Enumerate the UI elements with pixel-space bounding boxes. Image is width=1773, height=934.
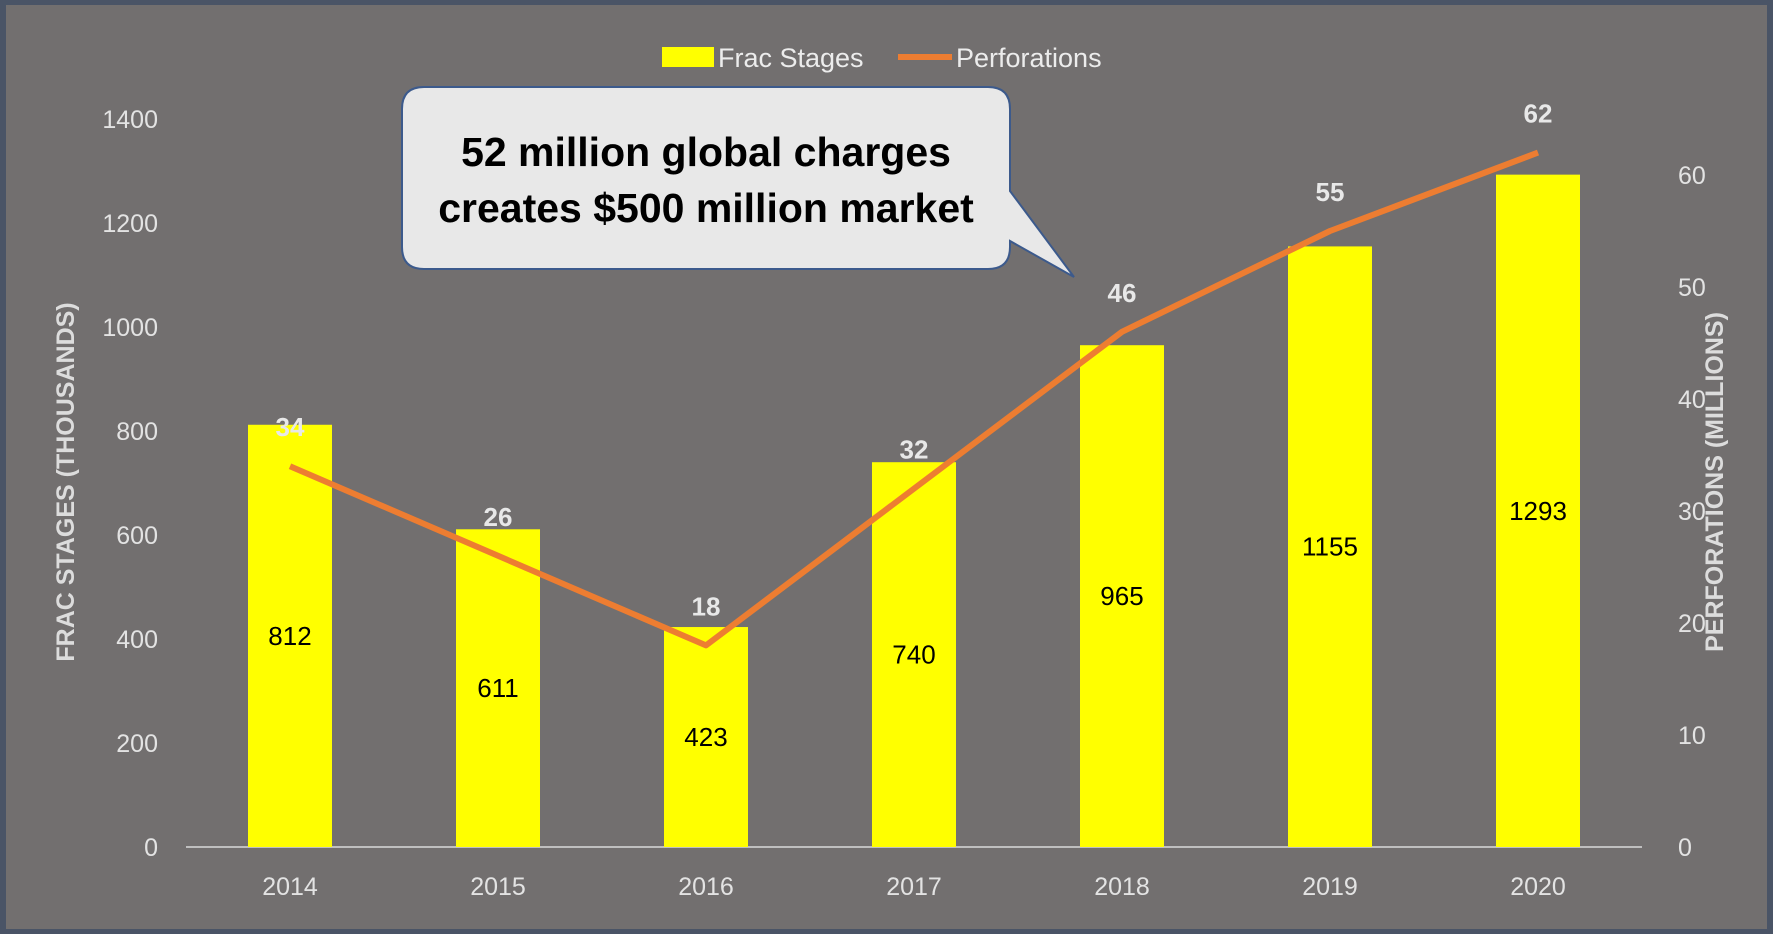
x-tick-2020: 2020: [1510, 873, 1566, 901]
bar-2019: [1288, 246, 1372, 847]
bar-2020: [1496, 174, 1580, 847]
legend-label-perforations: Perforations: [956, 43, 1102, 73]
bar-2018: [1080, 345, 1164, 847]
y-tick-right-20: 20: [1678, 610, 1706, 638]
x-tick-2018: 2018: [1094, 873, 1150, 901]
bar-label-2014: 812: [268, 621, 311, 651]
bar-label-2020: 1293: [1509, 496, 1567, 526]
bar-2014: [248, 424, 332, 847]
line-label-2014: 34: [276, 412, 305, 442]
y-axis-title-left: FRAC STAGES (THOUSANDS): [52, 302, 80, 661]
y-tick-left-1000: 1000: [102, 314, 158, 342]
combo-chart: Frac Stages Perforations FRAC STAGES (TH…: [52, 43, 1729, 901]
bar-label-2015: 611: [477, 673, 518, 703]
legend-swatch-frac-stages: [662, 47, 714, 67]
y-axis-title-right: PERFORATIONS (MILLIONS): [1701, 312, 1729, 652]
perforations-line: [288, 149, 1540, 649]
y-tick-left-400: 400: [116, 626, 158, 654]
y-tick-left-200: 200: [116, 730, 158, 758]
x-axis-ticks: 2014 2015 2016 2017 2018 2019 2020: [262, 873, 1566, 901]
x-tick-2017: 2017: [886, 873, 942, 901]
legend: Frac Stages Perforations: [662, 43, 1102, 73]
legend-label-frac-stages: Frac Stages: [718, 43, 864, 73]
line-label-2019: 55: [1316, 177, 1345, 207]
x-tick-2015: 2015: [470, 873, 526, 901]
x-tick-2014: 2014: [262, 873, 318, 901]
line-label-2018: 46: [1108, 278, 1137, 308]
bar-2017: [872, 462, 956, 847]
bar-series-frac-stages: 812 611 423 740 965 1155 1293: [248, 174, 1580, 847]
callout-line-1: 52 million global charges: [461, 129, 951, 175]
line-label-2017: 32: [900, 435, 929, 465]
bar-label-2017: 740: [892, 640, 935, 670]
y-tick-right-0: 0: [1678, 834, 1692, 862]
y-tick-right-10: 10: [1678, 722, 1706, 750]
y-tick-right-60: 60: [1678, 162, 1706, 190]
y-axis-left-ticks: 0 200 400 600 800 1000 1200 1400: [102, 106, 158, 862]
y-tick-left-1400: 1400: [102, 106, 158, 134]
bar-label-2018: 965: [1100, 581, 1143, 611]
bar-2016: [664, 627, 748, 847]
y-tick-right-50: 50: [1678, 274, 1706, 302]
bar-label-2016: 423: [684, 722, 727, 752]
y-tick-left-600: 600: [116, 522, 158, 550]
line-series-perforations: 34 26 18 32 46 55 62: [276, 99, 1553, 649]
line-label-2015: 26: [484, 502, 513, 532]
line-label-2016: 18: [692, 591, 721, 621]
y-tick-left-0: 0: [144, 834, 158, 862]
y-tick-right-30: 30: [1678, 498, 1706, 526]
x-tick-2019: 2019: [1302, 873, 1358, 901]
line-label-2020: 62: [1524, 99, 1553, 129]
y-tick-right-40: 40: [1678, 386, 1706, 414]
x-tick-2016: 2016: [678, 873, 734, 901]
y-tick-left-1200: 1200: [102, 210, 158, 238]
chart-frame: Frac Stages Perforations FRAC STAGES (TH…: [6, 5, 1767, 929]
y-axis-right-ticks: 0 10 20 30 40 50 60: [1678, 162, 1706, 862]
callout-annotation: 52 million global charges creates $500 m…: [401, 86, 1075, 278]
bar-2015: [456, 529, 540, 847]
callout-line-2: creates $500 million market: [438, 185, 974, 231]
callout-bubble: [401, 86, 1075, 278]
bar-label-2019: 1155: [1302, 532, 1358, 562]
y-tick-left-800: 800: [116, 418, 158, 446]
